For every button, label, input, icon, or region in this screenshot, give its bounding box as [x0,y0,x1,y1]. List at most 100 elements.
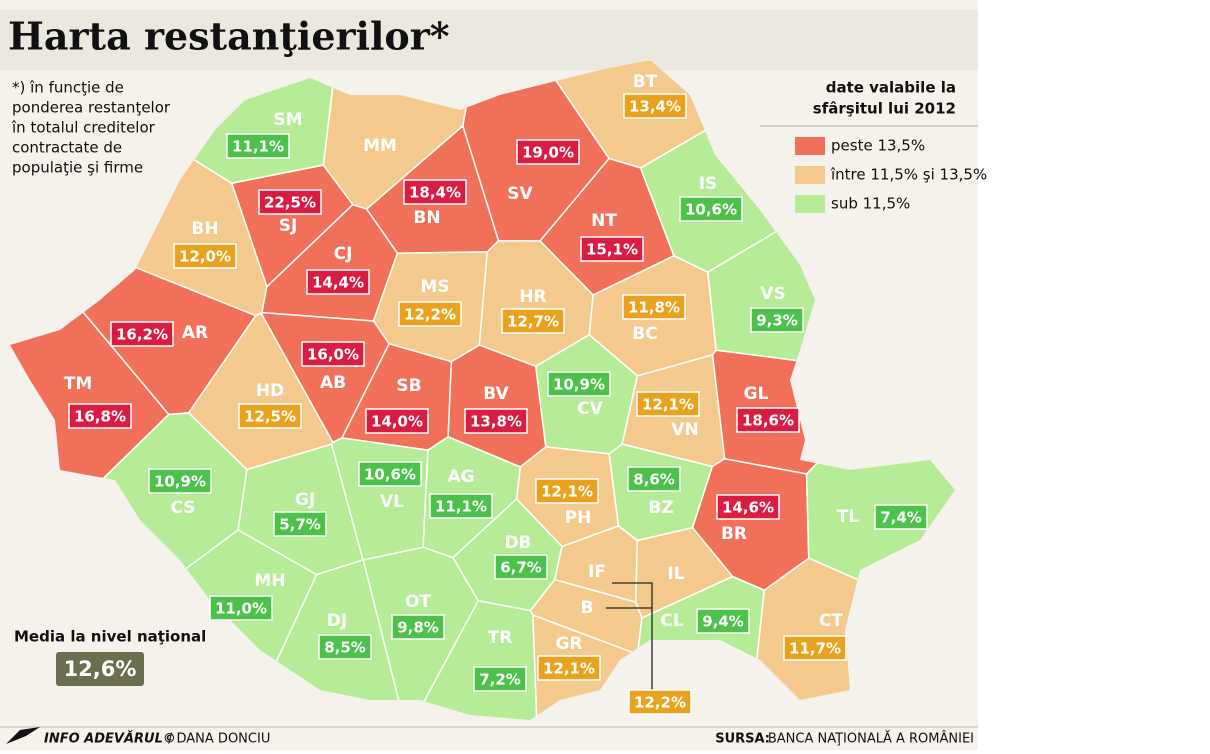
county-code: BC [632,324,657,344]
county-code: SM [273,110,302,130]
value-label: 12,1% [541,483,593,501]
value-label: 10,6% [364,466,416,484]
county-code: MM [363,136,397,156]
value-box [750,307,804,333]
county-code: AB [320,373,346,393]
value-box [306,269,370,295]
value-box [398,301,462,327]
county-code: IF [588,562,606,582]
value-box [580,236,644,262]
value-label: 12,0% [179,248,231,266]
value-box [636,391,700,417]
value-label: 5,7% [279,516,321,534]
value-box [516,139,580,165]
national-value: 12,6% [64,657,137,681]
county-code: DJ [327,611,347,631]
value-box [429,493,493,519]
county-code: IS [699,174,718,194]
value-label: 14,4% [312,274,364,292]
county-code: PH [565,508,592,528]
county-code: DB [504,533,531,553]
value-label: 8,5% [324,639,366,657]
county-code: SV [507,184,533,204]
value-box [547,371,611,397]
legend-title: sfârşitul lui 2012 [813,100,956,118]
value-box [464,408,528,434]
value-label: 8,6% [633,471,675,489]
county-code: B [581,598,594,618]
county-code: TR [488,628,513,648]
value-box [501,308,565,334]
author: / DANA DONCIU [168,732,270,747]
value-box [318,634,372,660]
value-label: 19,0% [522,144,574,162]
legend-swatch [795,195,825,213]
value-box [716,494,780,520]
county-code: GL [744,384,769,404]
value-box [623,93,687,119]
value-box [537,655,601,681]
source: BANCA NAŢIONALĂ A ROMÂNIEI [768,731,974,747]
county-code: NT [591,211,617,231]
value-box [403,179,467,205]
value-label: 12,1% [642,396,694,414]
value-box [301,341,365,367]
logo-bird [6,727,40,744]
value-label: 15,1% [586,241,638,259]
county-code: CV [577,399,603,419]
value-box [874,504,928,530]
credit: INFO ADEVĂRUL© [44,731,176,747]
value-box [622,294,686,320]
value-box [679,196,743,222]
value-label: 16,2% [116,326,168,344]
value-box [473,666,527,692]
title-band [0,10,978,70]
county-code: MS [420,277,449,297]
county-code: GJ [295,490,315,510]
value-label: 6,7% [500,559,542,577]
note-line: în totalul creditelor [11,119,156,137]
value-label: 7,4% [880,509,922,527]
value-label: 13,4% [629,98,681,116]
value-box [148,468,212,494]
county-code: MH [254,571,285,591]
note: *) în funcţie de ponderea restanţelor în t… [11,79,171,177]
county-code: OT [405,592,431,612]
value-label: 14,6% [722,499,774,517]
value-label: 12,2% [634,694,686,712]
county-code: BR [721,524,747,544]
county-code: VS [760,284,785,304]
value-label: 7,2% [479,671,521,689]
connector [612,582,653,690]
value-box [358,461,422,487]
county-code: HR [519,287,546,307]
note-line: populaţie şi firme [12,159,143,177]
value-box [238,403,302,429]
value-label: 16,0% [307,346,359,364]
county-code: BN [413,208,440,228]
value-box [696,608,750,634]
county-code: BV [483,384,509,404]
value-label: 11,8% [628,299,680,317]
source-label: SURSA: [715,732,770,747]
value-label: 12,7% [507,313,559,331]
value-label: 9,3% [756,312,798,330]
value-label: 12,5% [244,408,296,426]
county-code: SB [396,376,421,396]
value-label: 10,6% [685,201,737,219]
value-box [68,403,132,429]
value-label: 10,9% [553,376,605,394]
county-code: SJ [279,216,298,236]
value-box [783,635,847,661]
county-code: CT [819,611,843,631]
legend: date valabile la sfârşitul lui 2012 peste … [795,79,987,213]
county-code: AG [447,467,474,487]
bucharest-connector [606,582,653,690]
value-box [494,554,548,580]
value-label: 22,5% [264,194,316,212]
value-label: 11,0% [215,600,267,618]
value-label: 9,4% [702,613,744,631]
legend-swatch [795,166,825,184]
